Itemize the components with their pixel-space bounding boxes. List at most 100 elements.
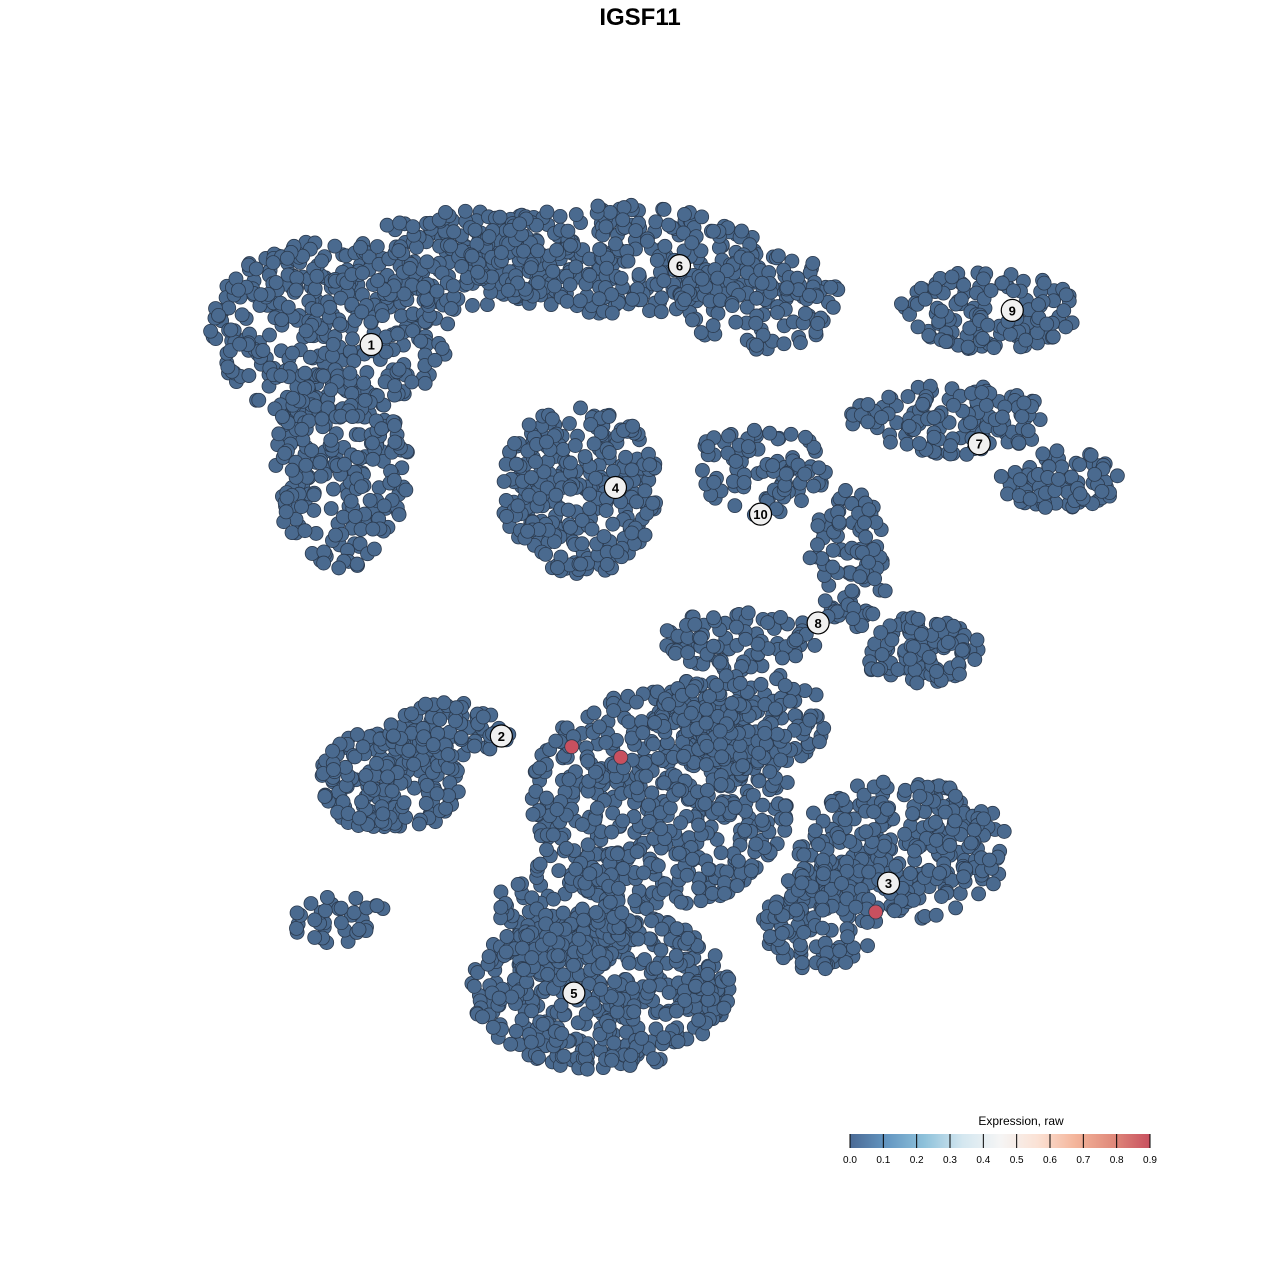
cell-point — [802, 712, 818, 728]
colorbar: 0.0 0.1 0.2 0.3 0.4 0.5 0.6 0.7 0.8 0.9 — [843, 1134, 1157, 1166]
cell-point — [765, 458, 781, 473]
cell-point — [943, 438, 958, 454]
cell-point — [284, 462, 300, 478]
cell-point — [317, 903, 333, 918]
cell-point — [404, 706, 419, 722]
cell-point — [499, 929, 515, 944]
cell-point — [734, 223, 749, 239]
cell-point — [794, 955, 810, 971]
cell-point — [465, 298, 480, 313]
cell-point — [448, 700, 464, 716]
cell-point — [749, 290, 765, 306]
cell-point — [606, 703, 621, 719]
cell-point — [673, 894, 689, 910]
cell-point — [512, 216, 528, 232]
cell-point — [618, 449, 633, 465]
cell-point — [500, 282, 516, 298]
cell-point — [586, 705, 602, 721]
cell-point — [232, 336, 248, 352]
cell-point — [676, 748, 691, 764]
cell-point — [860, 397, 876, 412]
cell-point — [333, 900, 349, 916]
cell-point — [317, 789, 333, 804]
cell-point — [677, 207, 692, 222]
cell-point — [312, 455, 328, 471]
cell-point — [1072, 486, 1088, 502]
cell-point — [762, 425, 778, 441]
cell-point — [888, 858, 904, 874]
cell-point — [838, 483, 853, 498]
cell-point — [323, 382, 339, 398]
cell-point — [1094, 483, 1110, 499]
cell-point — [874, 410, 889, 425]
cell-point — [727, 799, 743, 815]
cell-point — [384, 783, 400, 799]
cell-point — [630, 931, 646, 947]
cell-point — [933, 303, 949, 319]
cell-point — [900, 389, 916, 404]
cell-point — [285, 390, 301, 406]
cell-point — [641, 814, 657, 829]
cell-point — [351, 922, 367, 937]
cluster-label-text: 4 — [612, 480, 620, 495]
cell-point — [668, 948, 684, 964]
cell-point — [721, 428, 736, 444]
cell-point — [523, 1034, 539, 1050]
cell-point — [873, 625, 889, 640]
legend-title: Expression, raw — [978, 1114, 1064, 1128]
cell-point — [370, 273, 385, 289]
cell-point — [568, 259, 584, 275]
cluster-label-4: 4 — [603, 475, 628, 500]
cell-point — [548, 733, 564, 749]
cell-point — [706, 223, 721, 239]
cell-point — [314, 411, 330, 427]
cell-point — [637, 483, 653, 499]
cell-point — [491, 990, 507, 1006]
cluster-label-text: 5 — [570, 986, 577, 1001]
cell-point — [374, 421, 389, 437]
cell-point — [661, 985, 677, 1000]
cell-point — [509, 456, 524, 472]
cell-point — [580, 753, 596, 769]
cluster-label-2: 2 — [489, 724, 513, 748]
cell-point — [304, 443, 319, 458]
cell-point — [732, 675, 748, 691]
cell-point — [938, 334, 954, 350]
cell-point — [563, 237, 578, 253]
cluster-label-text: 8 — [815, 616, 822, 631]
cell-point — [405, 323, 421, 339]
cell-point — [737, 823, 753, 838]
cell-point — [354, 794, 369, 810]
cell-point — [392, 215, 408, 231]
cell-point — [753, 676, 769, 692]
colorbar-gradient — [850, 1134, 1150, 1148]
cell-point — [779, 280, 795, 296]
cell-point — [684, 683, 700, 699]
cell-point — [520, 523, 536, 539]
cell-point — [637, 755, 653, 770]
cell-point — [656, 202, 672, 217]
cell-point — [762, 764, 778, 780]
cell-point — [1016, 395, 1032, 411]
cell-point — [902, 651, 918, 667]
cell-point — [531, 1050, 546, 1065]
cell-point — [322, 299, 338, 315]
cell-point — [591, 719, 607, 735]
cluster-label-5: 5 — [562, 981, 586, 1005]
cell-point — [875, 774, 891, 790]
cell-point — [391, 507, 407, 523]
cell-point — [625, 980, 640, 996]
cell-point — [620, 253, 636, 269]
cell-point — [625, 291, 640, 307]
cell-point — [604, 1052, 620, 1068]
cell-point — [861, 554, 876, 570]
colorbar-tick-label: 0.0 — [843, 1155, 857, 1166]
cell-point — [552, 208, 568, 224]
cell-point — [539, 434, 554, 450]
cell-point — [960, 339, 976, 355]
cell-point — [325, 743, 340, 759]
cell-point — [362, 780, 378, 796]
cell-point — [897, 782, 913, 798]
cell-point — [746, 422, 762, 438]
cell-point — [280, 299, 296, 315]
